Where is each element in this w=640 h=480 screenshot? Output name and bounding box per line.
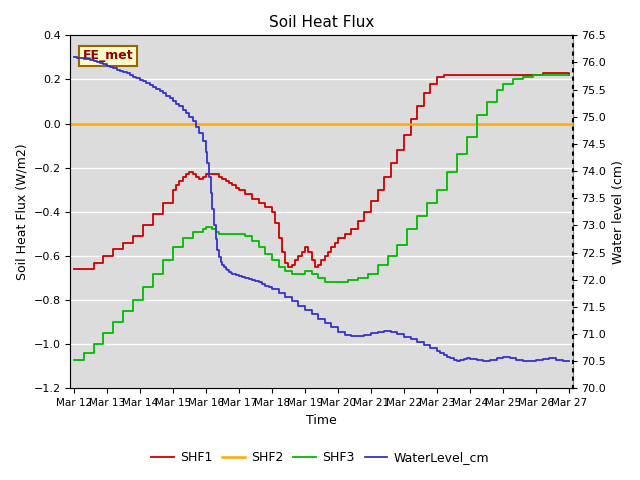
SHF3 [344, 277, 352, 283]
WaterLevel_cm [70, 54, 77, 60]
SHF3 [354, 275, 362, 281]
SHF1 [539, 70, 547, 76]
Text: EE_met: EE_met [83, 49, 134, 62]
Line: SHF3: SHF3 [74, 75, 569, 360]
Title: Soil Heat Flux: Soil Heat Flux [269, 15, 374, 30]
SHF2 [70, 120, 77, 126]
SHF1 [218, 176, 226, 181]
WaterLevel_cm [220, 264, 228, 270]
Y-axis label: Soil Heat Flux (W/m2): Soil Heat Flux (W/m2) [15, 144, 28, 280]
SHF1 [294, 253, 302, 259]
Legend: SHF1, SHF2, SHF3, WaterLevel_cm: SHF1, SHF2, SHF3, WaterLevel_cm [146, 446, 494, 469]
WaterLevel_cm [163, 93, 170, 98]
WaterLevel_cm [301, 307, 308, 313]
WaterLevel_cm [109, 65, 117, 71]
SHF1 [215, 174, 223, 180]
SHF1 [516, 72, 524, 78]
SHF1 [70, 266, 77, 272]
WaterLevel_cm [565, 358, 573, 364]
WaterLevel_cm [340, 332, 348, 338]
SHF1 [565, 72, 573, 78]
SHF3 [248, 238, 256, 243]
Line: WaterLevel_cm: WaterLevel_cm [74, 57, 569, 361]
SHF3 [565, 72, 573, 78]
SHF1 [321, 253, 328, 259]
Line: SHF1: SHF1 [74, 73, 569, 269]
SHF1 [90, 260, 97, 265]
WaterLevel_cm [519, 358, 527, 364]
SHF2 [103, 120, 111, 126]
X-axis label: Time: Time [306, 414, 337, 427]
WaterLevel_cm [453, 358, 461, 364]
SHF3 [282, 268, 289, 274]
SHF3 [70, 357, 77, 362]
SHF3 [149, 271, 157, 276]
Y-axis label: Water level (cm): Water level (cm) [612, 160, 625, 264]
SHF3 [529, 72, 537, 78]
SHF3 [308, 271, 316, 276]
